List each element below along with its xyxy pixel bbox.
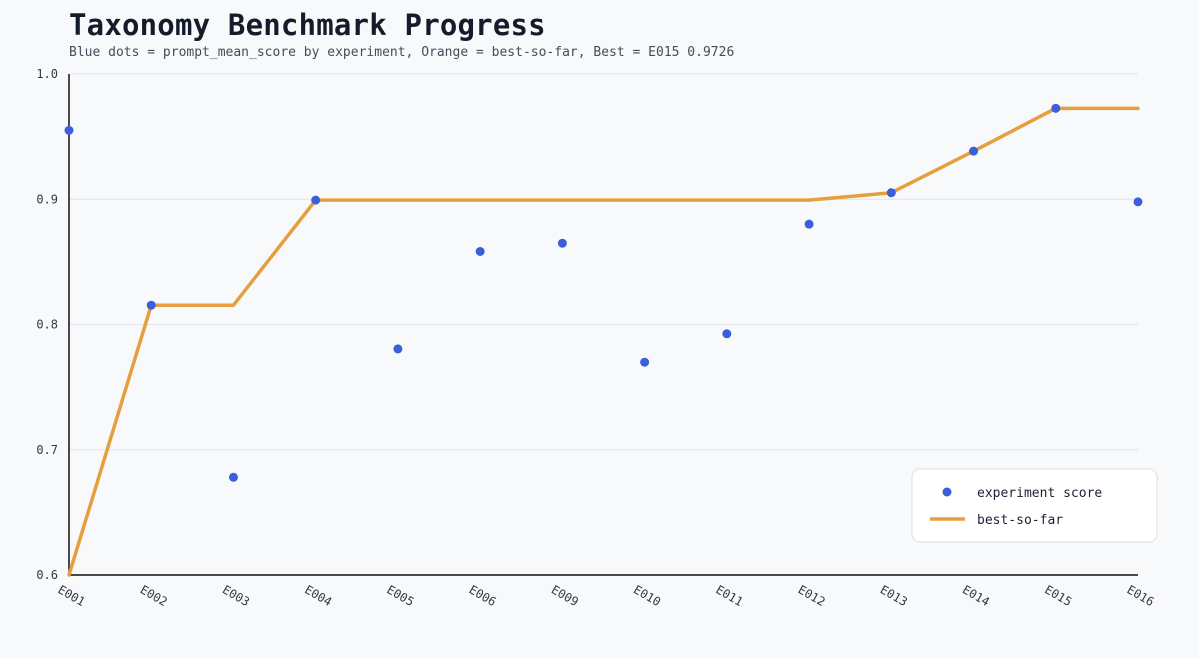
x-tick-label: E010 [631,582,663,609]
x-tick-label: E016 [1125,582,1157,609]
y-tick-label: 1.0 [36,67,58,81]
data-point-e010 [640,357,650,367]
legend: experiment score best-so-far [911,468,1158,543]
x-tick-label: E004 [302,582,334,609]
y-tick-label: 0.9 [36,192,58,206]
chart-title: Taxonomy Benchmark Progress [69,8,546,42]
x-tick-label: E006 [467,582,499,609]
data-point-e014 [969,146,979,156]
data-point-e011 [722,329,732,339]
data-point-e001 [64,125,74,135]
grid-lines [69,73,1138,451]
y-tick-label: 0.8 [36,318,58,332]
data-point-e003 [228,472,238,482]
data-point-e013 [886,188,896,198]
x-tick-label: E015 [1042,582,1074,609]
y-tick-labels: 0.6 0.7 0.8 0.9 1.0 [36,67,58,582]
x-tick-labels: E001 E002 E003 E004 E005 E006 E009 E010 E011 E012… [56,582,1157,609]
data-point-e006 [475,246,485,256]
best-so-far-line [67,106,1140,577]
x-tick-label: E014 [960,582,992,609]
x-tick-label: E005 [384,582,416,609]
x-tick-label: E009 [549,582,581,609]
legend-label-best-so-far: best-so-far [977,513,1063,528]
x-tick-label: E001 [56,582,88,609]
data-point-e009 [557,238,567,248]
axes [68,74,1138,576]
x-tick-label: E002 [138,582,170,609]
x-tick-label: E003 [220,582,252,609]
legend-marker-experiment-score [942,487,952,497]
data-point-e015 [1051,103,1061,113]
data-point-e005 [393,344,403,354]
x-tick-label: E013 [878,582,910,609]
x-tick-label: E012 [796,582,828,609]
data-point-e016 [1133,197,1143,207]
experiment-score-series [64,103,1143,482]
y-tick-label: 0.7 [36,443,58,457]
data-point-e002 [146,300,156,310]
y-tick-label: 0.6 [36,568,58,582]
best-so-far-series [67,106,1140,577]
data-point-e012 [804,219,814,229]
data-point-e004 [311,195,321,205]
legend-label-experiment-score: experiment score [977,486,1102,501]
legend-box [911,468,1158,543]
x-tick-label: E011 [713,582,745,609]
chart-subtitle: Blue dots = prompt_mean_score by experim… [69,45,735,60]
